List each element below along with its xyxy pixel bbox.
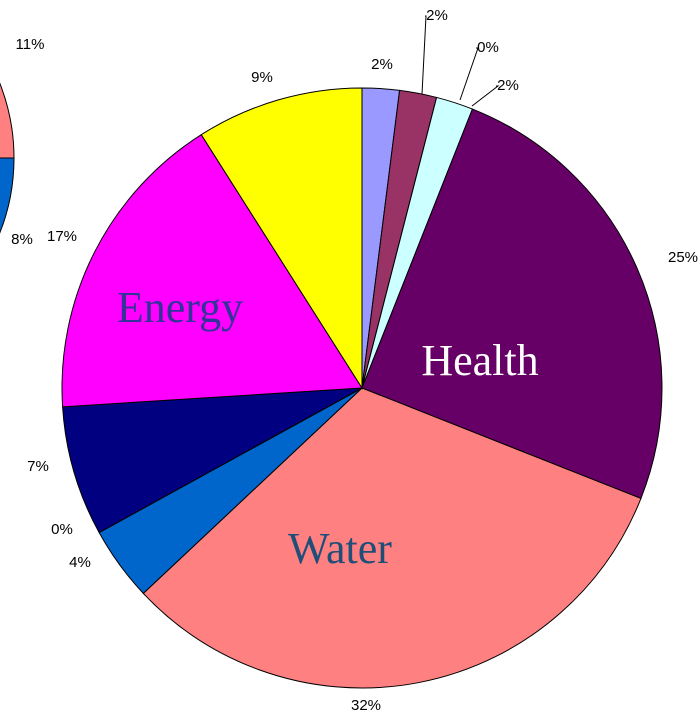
category-label: Water [288, 524, 392, 573]
data-label: 4% [69, 554, 91, 571]
data-label: 2% [426, 7, 448, 24]
pie-slice [0, 157, 15, 234]
pie-slice [142, 387, 642, 689]
leader-line [421, 15, 427, 95]
pie-slice [62, 387, 363, 534]
pie-slice [0, 82, 15, 159]
data-label: 9% [251, 69, 273, 86]
category-label: Energy [117, 283, 243, 332]
data-label: 8% [11, 231, 33, 248]
leader-line [471, 85, 500, 107]
leader-line [459, 47, 479, 101]
pie-slice [200, 87, 363, 390]
data-label: 7% [27, 458, 49, 475]
data-label: 11% [16, 36, 45, 53]
data-label: 25% [668, 249, 698, 266]
data-label: 0% [477, 39, 499, 56]
category-label: Health [421, 336, 538, 385]
data-label: 2% [497, 77, 519, 94]
data-label: 0% [51, 521, 73, 538]
data-label: 32% [351, 697, 381, 714]
pie-slice [61, 134, 363, 408]
data-label: 2% [371, 56, 393, 73]
pie-slice [361, 108, 663, 500]
data-label: 17% [47, 228, 77, 245]
